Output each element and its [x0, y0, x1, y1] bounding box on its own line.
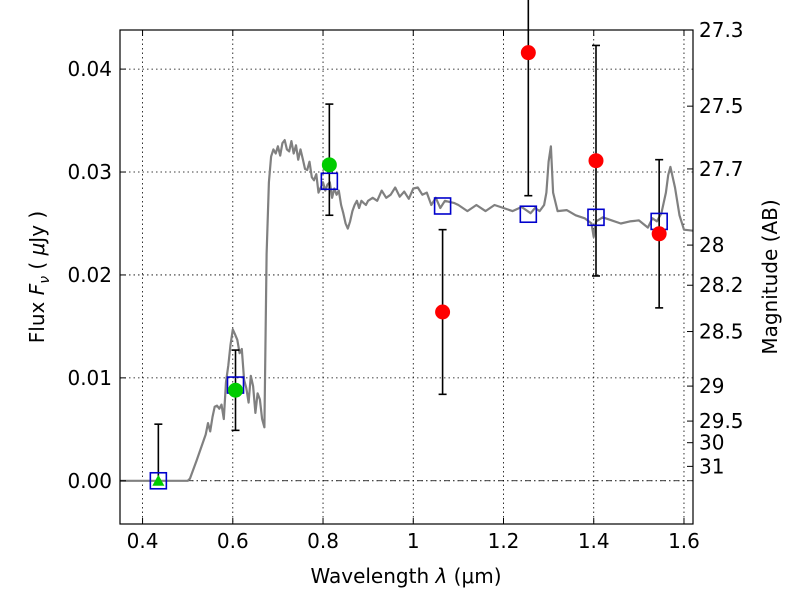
x-tick-label: 0.8 [307, 529, 339, 553]
x-tick-label: 1.6 [668, 529, 700, 553]
x-axis-title-unit: (μm) [447, 564, 501, 588]
measurement-point [588, 153, 604, 169]
magnitude-tick-label: 28 [699, 233, 724, 257]
y-axis-title: Flux Fν ( μJy ) [25, 211, 53, 343]
model-photometry-square [149, 471, 168, 490]
model-photometry-square [320, 172, 339, 191]
x-tick-label: 0.6 [217, 529, 249, 553]
magnitude-tick-label: 27.5 [699, 94, 744, 118]
x-tick-label: 1.2 [488, 529, 520, 553]
grid-lines [120, 30, 693, 524]
y-tick-label: 0.02 [67, 263, 112, 287]
x-axis-title: Wavelength λ (μm) [310, 564, 501, 588]
upper-limit-triangle [152, 474, 165, 486]
model-photometry-square [519, 205, 538, 224]
x-tick-label: 1 [407, 529, 420, 553]
magnitude-tick-label: 29.5 [699, 409, 744, 433]
plot-area [120, 139, 693, 482]
y-tick-label: 0.00 [67, 469, 112, 493]
magnitude-tick-label: 30 [699, 431, 724, 455]
y-axis-title-symbol: F [25, 283, 49, 295]
magnitude-tick-label: 28.5 [699, 320, 744, 344]
magnitude-tick-label: 28.2 [699, 273, 744, 297]
plot-frame [119, 29, 694, 525]
measurement-point [520, 45, 536, 61]
measurement-point [228, 382, 244, 398]
magnitude-tick-label: 29 [699, 374, 724, 398]
y-axis-title-unit-rest: Jy ) [25, 211, 49, 245]
measurement-point [651, 226, 667, 242]
error-bars [149, 0, 668, 490]
magnitude-tick-label: 31 [699, 454, 724, 478]
x-axis-title-symbol: λ [434, 564, 447, 588]
model-spectrum-line [120, 139, 693, 482]
model-photometry-square [433, 197, 452, 215]
model-photometry-square [587, 208, 605, 227]
x-tick-label: 1.4 [578, 529, 610, 553]
plot-background [120, 30, 693, 524]
y-axis-title-unit-mu: μ [25, 243, 49, 257]
magnitude-axis-title: Magnitude (AB) [758, 199, 782, 354]
y-axis-title-unit-open: ( [25, 255, 49, 276]
measurement-point [435, 304, 451, 320]
y-axis-title-sub: ν [37, 276, 53, 284]
magnitude-tick-label: 27.7 [699, 157, 744, 181]
x-tick-label: 0.4 [127, 529, 159, 553]
y-axis-title-lead: Flux [25, 295, 49, 343]
axis-ticks: 0.4 0.6 0.8 1 1.2 1.4 1.6 0.00 0.01 0.02 0.03 0.04 2… [67, 18, 743, 553]
y-tick-label: 0.03 [67, 160, 112, 184]
magnitude-tick-label: 27.3 [699, 18, 744, 42]
y-tick-label: 0.04 [67, 57, 112, 81]
x-axis-title-lead: Wavelength [310, 564, 435, 588]
y-tick-label: 0.01 [67, 366, 112, 390]
measurement-point [321, 157, 337, 173]
